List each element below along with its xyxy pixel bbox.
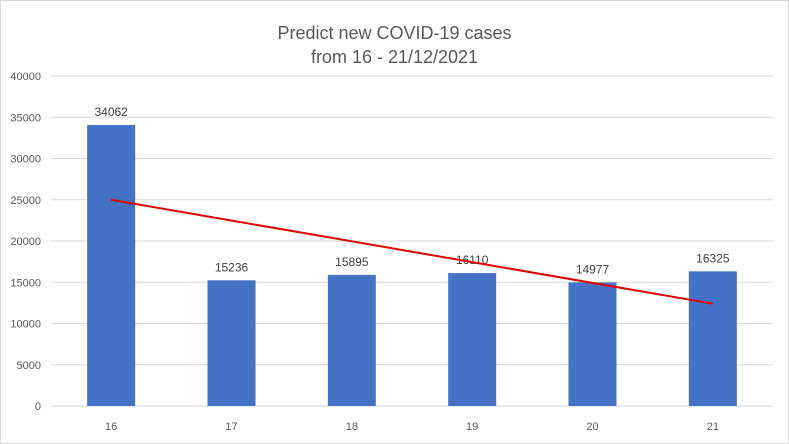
data-label: 34062: [94, 105, 128, 119]
chart-title-line1: Predict new COVID-19 cases: [277, 23, 512, 43]
data-label: 16325: [696, 251, 730, 265]
x-tick-label: 21: [707, 421, 719, 433]
bar: [207, 280, 256, 406]
y-tick-label: 0: [35, 401, 41, 413]
y-tick-label: 10000: [10, 319, 41, 331]
x-tick-label: 19: [466, 421, 478, 433]
y-tick-label: 35000: [10, 112, 41, 124]
chart-title: Predict new COVID-19 cases from 16 - 21/…: [1, 21, 788, 69]
bar: [327, 274, 376, 406]
bar: [688, 271, 737, 406]
chart-title-line2: from 16 - 21/12/2021: [310, 47, 479, 67]
x-tick-label: 18: [346, 421, 358, 433]
y-tick-label: 20000: [10, 236, 41, 248]
bar: [448, 273, 497, 406]
data-label: 15895: [335, 255, 369, 269]
y-tick-label: 40000: [10, 71, 41, 83]
x-tick-label: 17: [225, 421, 237, 433]
y-tick-label: 5000: [17, 360, 41, 372]
x-tick-label: 16: [105, 421, 117, 433]
data-label: 14977: [576, 262, 610, 276]
y-tick-label: 30000: [10, 154, 41, 166]
data-label: 15236: [215, 260, 249, 274]
trendline: [110, 198, 714, 305]
bar: [87, 124, 136, 407]
y-tick-label: 15000: [10, 277, 41, 289]
y-tick-label: 25000: [10, 195, 41, 207]
x-tick-label: 20: [586, 421, 598, 433]
bar: [568, 282, 617, 406]
